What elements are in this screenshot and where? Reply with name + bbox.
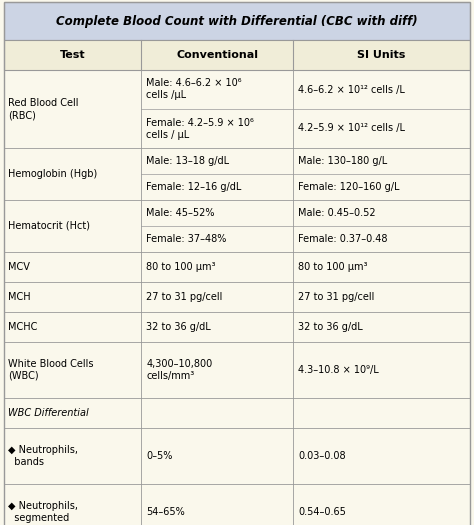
Text: ◆ Neutrophils,
  segmented: ◆ Neutrophils, segmented <box>8 501 78 523</box>
Text: White Blood Cells
(WBC): White Blood Cells (WBC) <box>8 359 93 381</box>
Bar <box>4 282 470 312</box>
Bar <box>4 342 470 398</box>
Bar <box>4 252 470 282</box>
Text: Test: Test <box>60 50 85 60</box>
Text: Complete Blood Count with Differential (CBC with diff): Complete Blood Count with Differential (… <box>56 15 418 27</box>
Text: 0.03–0.08: 0.03–0.08 <box>298 451 346 461</box>
Text: Female: 0.37–0.48: Female: 0.37–0.48 <box>298 234 387 244</box>
Text: MCHC: MCHC <box>8 322 37 332</box>
Text: 80 to 100 μm³: 80 to 100 μm³ <box>146 262 216 272</box>
Text: Male: 130–180 g/L: Male: 130–180 g/L <box>298 156 387 166</box>
Text: 32 to 36 g/dL: 32 to 36 g/dL <box>146 322 211 332</box>
Text: 4.3–10.8 × 10⁹/L: 4.3–10.8 × 10⁹/L <box>298 365 379 375</box>
Text: 27 to 31 pg/cell: 27 to 31 pg/cell <box>298 292 374 302</box>
Text: 4,300–10,800
cells/mm³: 4,300–10,800 cells/mm³ <box>146 359 213 381</box>
Text: Hematocrit (Hct): Hematocrit (Hct) <box>8 221 90 231</box>
Text: MCV: MCV <box>8 262 30 272</box>
Bar <box>4 40 470 70</box>
Text: 4.6–6.2 × 10¹² cells /L: 4.6–6.2 × 10¹² cells /L <box>298 85 405 94</box>
Text: Female: 4.2–5.9 × 10⁶
cells / μL: Female: 4.2–5.9 × 10⁶ cells / μL <box>146 118 255 140</box>
Text: 27 to 31 pg/cell: 27 to 31 pg/cell <box>146 292 223 302</box>
Bar <box>4 312 470 342</box>
Text: Male: 13–18 g/dL: Male: 13–18 g/dL <box>146 156 229 166</box>
Text: 0.54–0.65: 0.54–0.65 <box>298 507 346 517</box>
Text: Conventional: Conventional <box>176 50 258 60</box>
Text: ◆ Neutrophils,
  bands: ◆ Neutrophils, bands <box>8 445 78 467</box>
Text: Female: 12–16 g/dL: Female: 12–16 g/dL <box>146 182 242 192</box>
Text: Male: 45–52%: Male: 45–52% <box>146 208 215 218</box>
Text: WBC Differential: WBC Differential <box>8 408 89 418</box>
Text: 0–5%: 0–5% <box>146 451 173 461</box>
Bar <box>4 200 470 252</box>
Text: Red Blood Cell
(RBC): Red Blood Cell (RBC) <box>8 98 79 120</box>
Bar <box>4 2 470 40</box>
Text: 32 to 36 g/dL: 32 to 36 g/dL <box>298 322 363 332</box>
Text: Female: 120–160 g/L: Female: 120–160 g/L <box>298 182 400 192</box>
Bar <box>4 70 470 148</box>
Bar <box>4 484 470 525</box>
Text: 4.2–5.9 × 10¹² cells /L: 4.2–5.9 × 10¹² cells /L <box>298 123 405 133</box>
Bar <box>4 148 470 200</box>
Text: Male: 4.6–6.2 × 10⁶
cells /μL: Male: 4.6–6.2 × 10⁶ cells /μL <box>146 79 242 100</box>
Text: Male: 0.45–0.52: Male: 0.45–0.52 <box>298 208 375 218</box>
Text: Hemoglobin (Hgb): Hemoglobin (Hgb) <box>8 169 97 179</box>
Text: 80 to 100 μm³: 80 to 100 μm³ <box>298 262 367 272</box>
Text: Female: 37–48%: Female: 37–48% <box>146 234 227 244</box>
Text: 54–65%: 54–65% <box>146 507 185 517</box>
Bar <box>4 428 470 484</box>
Bar <box>4 398 470 428</box>
Text: MCH: MCH <box>8 292 31 302</box>
Text: SI Units: SI Units <box>357 50 406 60</box>
